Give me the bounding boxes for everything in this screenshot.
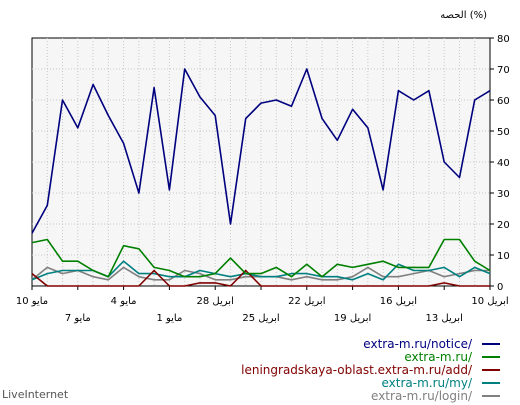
y-tick-label: 0 [497,282,503,293]
y-tick-label: 60 [497,96,510,107]
y-tick-label: 20 [497,220,510,231]
y-tick-label: 10 [497,251,510,262]
y-tick-label: 80 [497,34,510,45]
x-tick-label-lower: 13 ابريل [426,313,463,324]
x-tick-label-lower: 19 ابريل [334,313,371,324]
x-tick-label-lower: 25 ابريل [242,313,279,324]
legend-label: extra-m.ru/my/ [381,376,472,390]
x-tick-label-lower: 7 مايو [65,313,91,324]
series-line-leningradskaya-oblast-extra-m-ru-add [31,269,490,287]
legend-label: leningradskaya-oblast.extra-m.ru/add/ [241,363,473,377]
y-tick-label: 40 [497,158,510,169]
x-ticks: 10 مايو 4 مايو 28 ابريل 22 ابريل 16 ابريل 10 … [16,286,509,324]
x-tick-label-upper: 28 ابريل [197,296,234,307]
y-axis-title: الحصه (%) [440,10,487,21]
x-tick-label-upper: 10 ابريل [471,296,508,307]
x-tick-label-lower: 1 مايو [156,313,182,324]
series-line-extra-m-ru [31,238,491,278]
x-tick-label-upper: 4 مايو [111,296,137,307]
x-tick-label-upper: 22 ابريل [288,296,325,307]
legend-label: extra-m.ru/ [404,350,473,364]
footer-brand: LiveInternet [2,388,69,401]
legend: extra-m.ru/notice/extra-m.ru/leningradsk… [241,337,500,403]
series-lines [31,68,491,287]
legend-label: extra-m.ru/notice/ [363,337,473,351]
y-tick-label: 70 [497,65,510,76]
series-line-extra-m-ru-notice [31,68,491,234]
y-ticks: 0 10 20 30 40 50 60 70 80 [490,34,510,293]
y-tick-label: 30 [497,189,510,200]
y-tick-label: 50 [497,127,510,138]
x-tick-label-upper: 10 مايو [16,296,48,307]
legend-label: extra-m.ru/login/ [371,389,473,403]
x-tick-label-upper: 16 ابريل [380,296,417,307]
grid [32,38,490,286]
